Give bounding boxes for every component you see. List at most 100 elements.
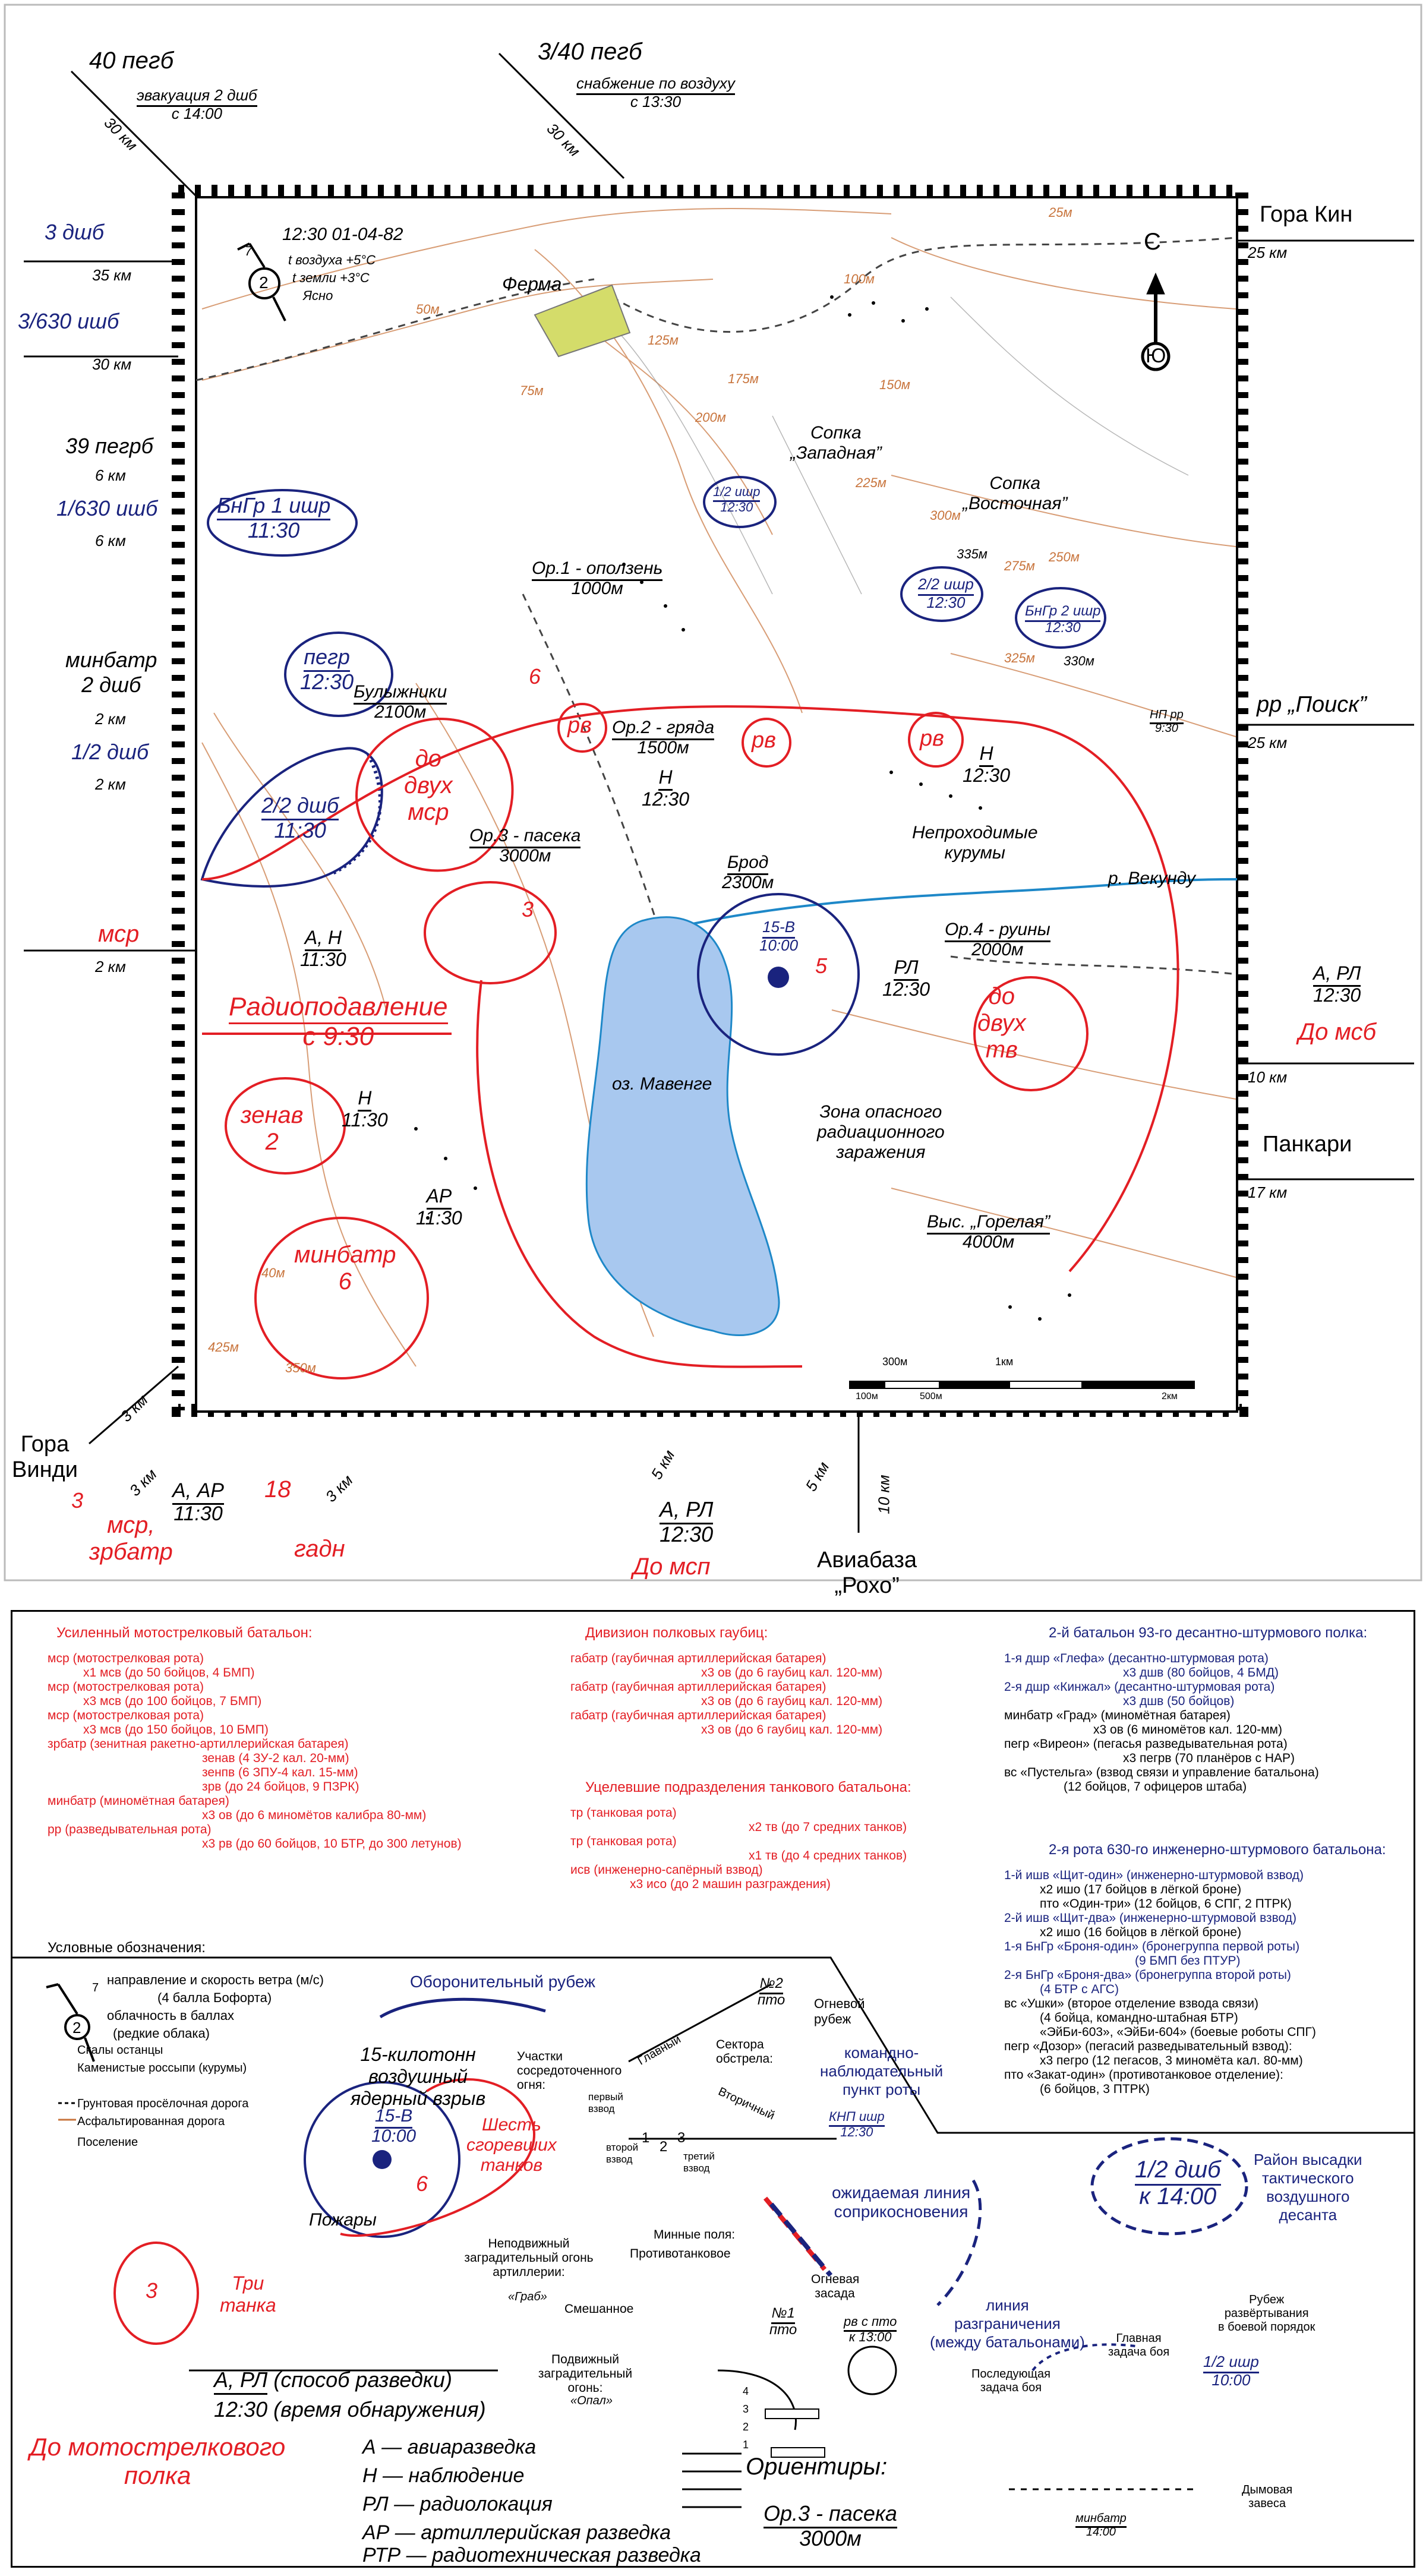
nuke-legend-id: 15-В 10:00 — [371, 2106, 417, 2146]
left-3-unit: 39 пегрб — [65, 434, 153, 458]
six-legend-text: Шесть сгоревших танков — [466, 2115, 557, 2175]
sky-state: Ясно — [303, 288, 333, 303]
hill-gorelaya-label: Выс. „Горелая” 4000м — [927, 1212, 1050, 1252]
orientiry-title: Ориентиры: — [746, 2454, 888, 2480]
legend-col1-item: х1 мсв (до 50 бойцов, 4 БМП) — [83, 1666, 255, 1680]
b2-unit: гадн — [294, 1536, 345, 1562]
legend-col3-item: вс «Пустельга» (взвод связи и управление… — [1004, 1766, 1319, 1779]
legend-col3b-item: х2 ишо (16 бойцов в лёгкой броне) — [1040, 1925, 1242, 1939]
legend-col3b-item: х3 пегро (12 пегасов, 3 миномёта кал. 80… — [1040, 2054, 1303, 2067]
bulyzhniki-label: Булыжники 2100м — [354, 682, 447, 722]
right-3-name: До мсб — [1298, 1019, 1376, 1045]
do-dvuh-msr: до двух мср — [404, 746, 453, 825]
first-platoon: первый взвод — [588, 2091, 623, 2114]
legend-col1-item: зенпв (6 ЗПУ-4 кал. 15-мм) — [202, 1766, 358, 1779]
fire-line-legend: Огневой рубеж — [814, 1996, 865, 2026]
rv-left: рв — [567, 713, 592, 738]
topo-225: 225м — [856, 475, 886, 490]
right-2-name: рр „Поиск” — [1257, 692, 1367, 717]
second-platoon: второй взвод — [606, 2142, 639, 2165]
h-detect-2: Н 11:30 — [342, 1087, 388, 1131]
legend-col3-item: х3 ов (6 миномётов кал. 120-мм) — [1093, 1723, 1282, 1737]
legend-col3-list: 1-я дшр «Глефа» (десантно-штурмовая рота… — [1004, 1652, 1408, 1794]
rv-right: рв — [920, 726, 944, 751]
half-ishr-label: 1/2 ишр 12:30 — [713, 484, 761, 514]
b3-detect: А, РЛ 12:30 — [660, 1497, 714, 1546]
left-2-dist: 30 км — [92, 355, 132, 373]
legend-col2b-item: х2 тв (до 7 средних танков) — [749, 1820, 907, 1834]
scale-300: 300м — [882, 1356, 908, 1368]
legend-col3-item: 1-я дшр «Глефа» (десантно-штурмовая рота… — [1004, 1652, 1269, 1665]
rl-detect: РЛ 12:30 — [882, 956, 930, 1000]
legend-col1-item: х3 мсв (до 150 бойцов, 10 БМП) — [83, 1723, 269, 1737]
deploy-legend: Рубеж развёртывания в боевой порядок — [1218, 2293, 1315, 2334]
platoon-2: 2 — [660, 2139, 668, 2155]
left-7-dist: 2 км — [95, 958, 126, 976]
legend-col1-item: зенав (4 ЗУ-2 кал. 20-мм) — [202, 1751, 349, 1765]
wind-line1: направление и скорость ветра (м/с) — [107, 1972, 324, 1987]
minbatr-label: минбатр 6 — [294, 1242, 396, 1295]
moving-1: 1 — [743, 2439, 749, 2451]
b2-num: 18 — [264, 1476, 291, 1502]
radio-suppression: Радиоподавление с 9:30 — [229, 992, 448, 1051]
topo-200: 200м — [695, 410, 726, 425]
wind-legend-num: 2 — [72, 2019, 81, 2037]
landing-unit: 1/2 дшб к 14:00 — [1135, 2157, 1221, 2209]
hill-east-label: Сопка „Восточная” — [963, 473, 1068, 513]
legend-col2-item: х3 ов (до 6 гаубиц кал. 120-мм) — [701, 1694, 883, 1708]
op1-label: Ор.1 - оползень 1000м — [532, 558, 663, 598]
south-label: Ю — [1146, 345, 1166, 367]
contact-legend: ожидаемая линия соприкосновения — [832, 2183, 971, 2221]
left-2-unit: 3/630 ишб — [18, 309, 119, 333]
right-4-dist: 17 км — [1248, 1183, 1288, 1201]
wind-legend-cloud: 7 — [92, 1981, 99, 1994]
topo-330: 330м — [1064, 654, 1094, 668]
op2-label: Ор.2 - гряда 1500м — [612, 718, 715, 757]
legend-col1-item: х3 ов (до 6 миномётов калибра 80-мм) — [202, 1808, 427, 1822]
kmp-id: КНП ишр 12:30 — [829, 2109, 885, 2139]
ex-detect: А, РЛ (способ разведки) — [214, 2367, 452, 2395]
legend-panel — [11, 1610, 1415, 2568]
right-3-detect: А, РЛ 12:30 — [1313, 962, 1361, 1006]
left-6-dist: 2 км — [95, 775, 126, 793]
nuke-label: 15-В 10:00 — [759, 918, 799, 954]
barrier-legend: Неподвижный заградительный огонь артилле… — [464, 2237, 594, 2279]
moving-barrier-legend: Подвижный заградительный огонь: — [538, 2353, 633, 2395]
do-dvuh-tv: до двух тв — [977, 983, 1026, 1063]
topo-335: 335м — [957, 547, 988, 561]
topo-125: 125м — [648, 333, 679, 348]
legend-col1-item: мср (мотострелковая рота) — [48, 1709, 204, 1722]
ford-label: Брод 2300м — [722, 853, 774, 892]
legend-col2b-title: Уцелевшие подразделения танкового баталь… — [585, 1779, 911, 1795]
legend-col3b-item: вс «Ушки» (второе отделение взвода связи… — [1004, 1997, 1258, 2010]
topo-300: 300м — [930, 508, 961, 523]
h-detect-3: Н 12:30 — [963, 743, 1011, 786]
legend-col3-item: х3 пегрв (70 планёров с НАР) — [1123, 1751, 1295, 1765]
b1-num: 3 — [71, 1488, 84, 1513]
sectors-legend: Сектора обстрела: — [716, 2038, 774, 2066]
left-4-unit: 1/630 ишб — [56, 496, 158, 520]
top-mid-unit: 3/40 пегб — [538, 39, 642, 65]
kmp-legend: командно-наблюдательный пункт роты — [820, 2044, 944, 2098]
six-label: 6 — [529, 664, 541, 689]
bottom-left-name: Гора Винди — [12, 1432, 78, 1482]
sym-village: Поселение — [77, 2136, 138, 2149]
river-label: р. Векунду — [1108, 869, 1195, 888]
zone-label: Зона опасного радиационного заражения — [817, 1102, 945, 1162]
orientiry-example: Ор.3 - пасека 3000м — [764, 2501, 897, 2550]
nuke-legend: 15-килотонн воздушный ядерный взрыв — [351, 2044, 486, 2109]
right-1-dist: 25 км — [1248, 244, 1288, 261]
moving-4: 4 — [743, 2385, 749, 2397]
six-legend-num: 6 — [416, 2171, 428, 2196]
fires-legend: Пожары — [309, 2210, 377, 2230]
left-4-dist: 6 км — [95, 532, 126, 550]
legend-col3b-list: 1-й ишв «Щит-один» (инженерно-штурмовой … — [1004, 1868, 1408, 2097]
impassable-label: Непроходимые курумы — [912, 823, 1038, 863]
pegr-label: пегр 12:30 — [300, 645, 354, 694]
sym-asphalt: Асфальтированная дорога — [77, 2115, 225, 2128]
legend-col3-item: (12 бойцов, 7 офицеров штаба) — [1064, 1780, 1247, 1794]
legend-col2b-list: тр (танковая рота) х2 тв (до 7 средних т… — [570, 1806, 986, 1892]
third-platoon: третий взвод — [683, 2151, 715, 2174]
topo-425: 425м — [208, 1340, 239, 1355]
legend-col3b-item: х2 ишо (17 бойцов в лёгкой броне) — [1040, 1883, 1242, 1896]
